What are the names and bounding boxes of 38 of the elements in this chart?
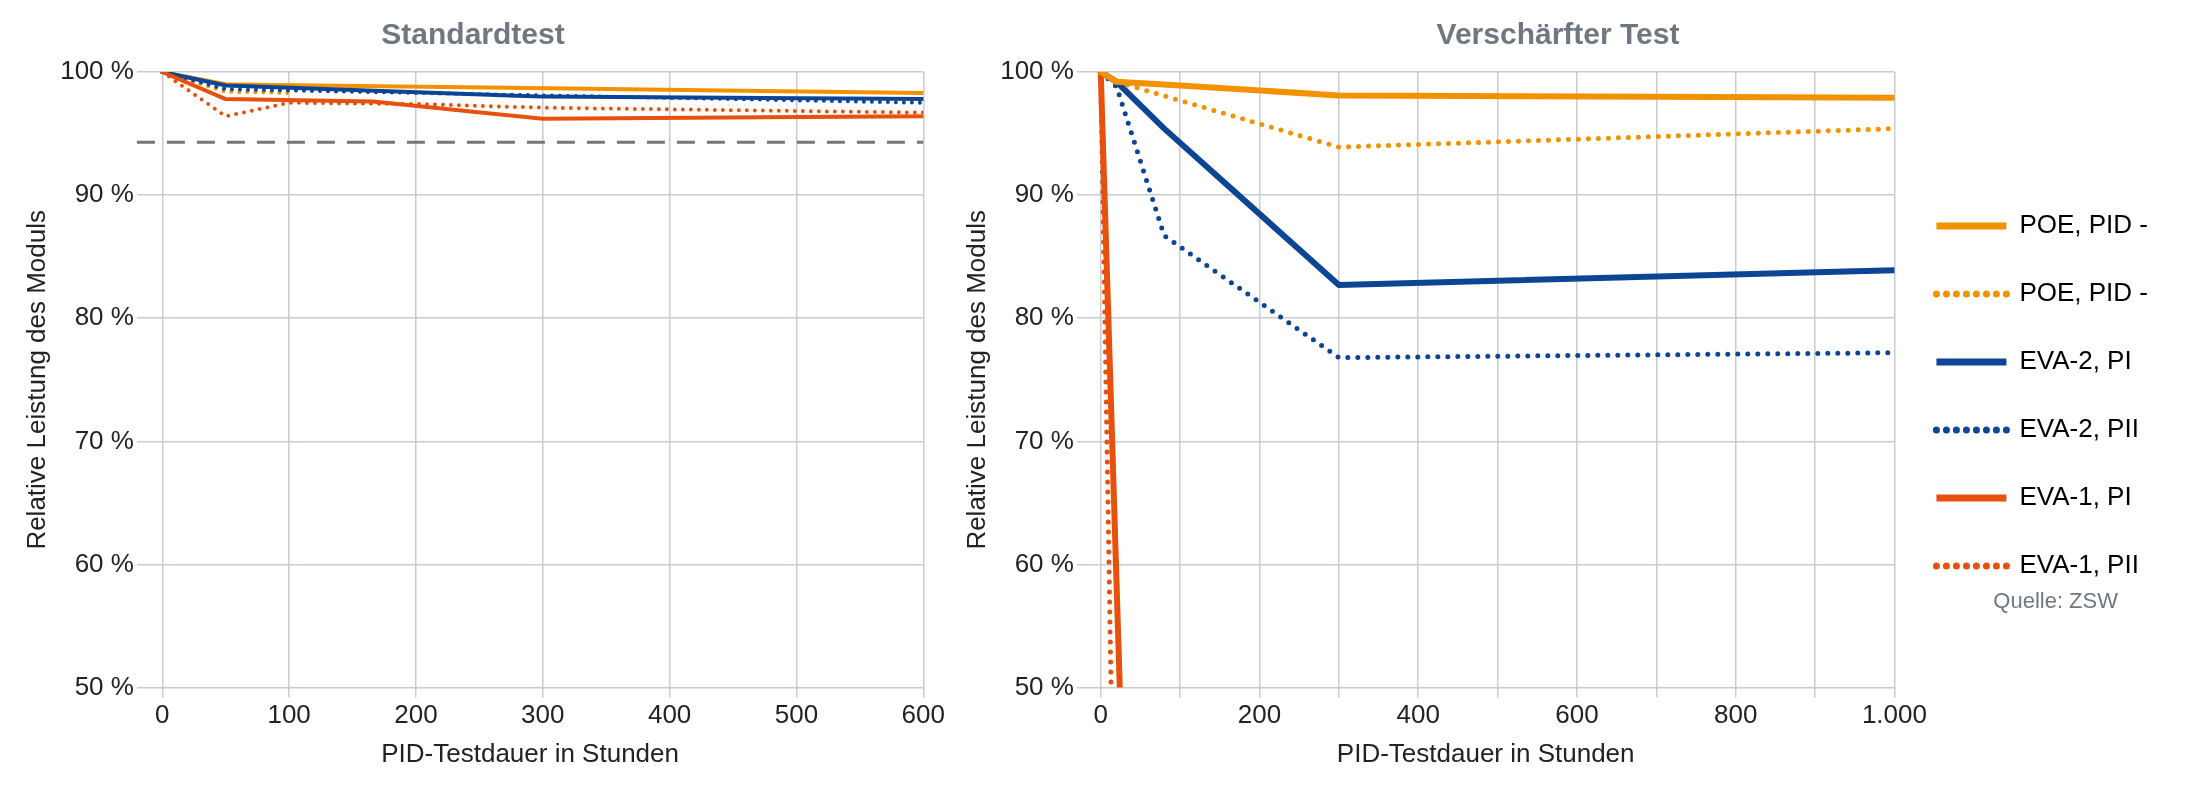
legend-label: POE, PID - (2019, 277, 2148, 308)
x-tick-label: 0 (155, 699, 170, 730)
y-tick-label: 70 % (74, 424, 134, 455)
x-tick-label: 800 (1713, 699, 1758, 730)
x-tick-label: 500 (774, 699, 819, 730)
legend-label: POE, PID - (2019, 209, 2148, 240)
chart-title: Standardtest (381, 17, 565, 51)
x-axis-title: PID-Testdauer in Stunden (381, 737, 679, 768)
legend-label: EVA-1, PII (2019, 549, 2139, 580)
x-tick-label: 400 (1396, 699, 1440, 730)
source-note: Quelle: ZSW (1993, 588, 2118, 614)
x-tick-label: 200 (1237, 699, 1282, 730)
y-tick-label: 60 % (1014, 547, 1074, 578)
x-tick-label: 600 (1555, 699, 1599, 730)
y-tick-label: 100 % (1000, 55, 1074, 86)
y-tick-label: 80 % (1014, 301, 1074, 332)
x-tick-label: 600 (901, 699, 946, 730)
x-tick-label: 100 (267, 699, 311, 730)
y-tick-label: 70 % (1014, 424, 1074, 455)
x-axis-title: PID-Testdauer in Stunden (1336, 737, 1635, 768)
y-tick-label: 80 % (74, 301, 134, 332)
legend-label: EVA-2, PII (2019, 413, 2139, 444)
x-tick-label: 0 (1093, 699, 1108, 730)
legend-label: EVA-1, PI (2019, 481, 2132, 512)
chart-title: Verschärfter Test (1436, 17, 1680, 51)
y-tick-label: 50 % (1014, 670, 1074, 701)
y-tick-label: 50 % (74, 670, 134, 701)
y-axis-title: Relative Leistung des Moduls (960, 209, 991, 550)
legend-label: EVA-2, PI (2019, 345, 2132, 376)
x-tick-label: 400 (647, 699, 692, 730)
x-tick-label: 1.000 (1861, 699, 1927, 730)
y-tick-label: 60 % (74, 547, 134, 578)
x-tick-label: 200 (394, 699, 438, 730)
y-tick-label: 90 % (74, 178, 134, 209)
y-tick-label: 100 % (60, 55, 134, 86)
x-tick-label: 300 (521, 699, 565, 730)
y-axis-title: Relative Leistung des Moduls (20, 209, 51, 550)
y-tick-label: 90 % (1014, 178, 1074, 209)
